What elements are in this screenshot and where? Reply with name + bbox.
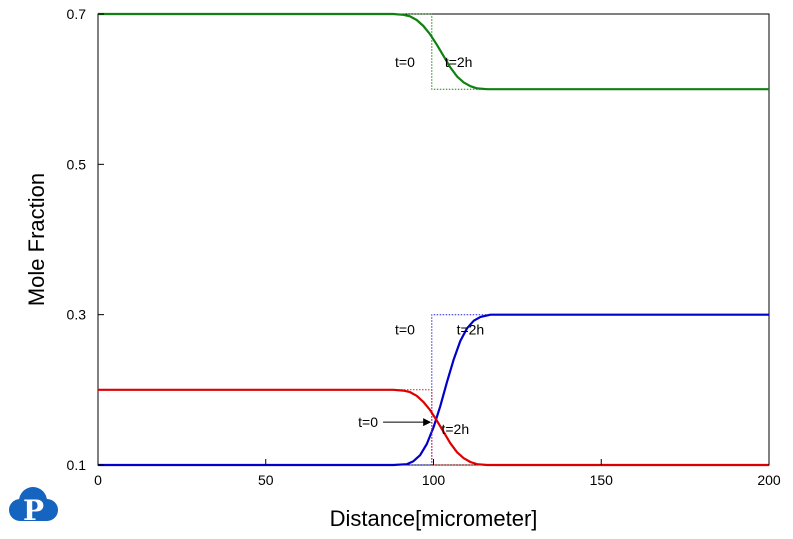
x-axis-title: Distance[micrometer] [330, 506, 538, 531]
x-tick-label: 150 [590, 472, 614, 488]
annotation-label: t=2h [445, 54, 473, 70]
y-axis-title: Mole Fraction [24, 173, 49, 306]
y-tick-label: 0.5 [67, 156, 87, 172]
tick-layer: 0 50 100 150 200 0.1 0.3 0.5 0.7 [67, 6, 781, 488]
annotation-label: t=0 [358, 414, 378, 430]
diffused-profile-line [98, 313, 769, 467]
x-tick-label: 100 [422, 472, 446, 488]
y-tick-label: 0.1 [67, 457, 87, 473]
x-tick-label: 0 [94, 472, 102, 488]
x-tick-label: 50 [258, 472, 274, 488]
logo-letter: P [23, 494, 44, 527]
x-tick-label: 200 [757, 472, 781, 488]
diffused-profile-line [98, 388, 769, 467]
logo: P [9, 487, 58, 527]
annotation-layer: t=0 t=2h t=0 t=2h t=0 t=2h [358, 54, 484, 437]
initial-profile-line [98, 13, 769, 90]
annotation-label: t=2h [441, 421, 469, 437]
plot-area-frame [97, 13, 770, 466]
annotation-label: t=0 [395, 54, 415, 70]
y-tick-label: 0.3 [67, 307, 87, 323]
y-tick-label: 0.7 [67, 6, 87, 22]
annotation-label: t=0 [395, 322, 415, 338]
annotation-label: t=2h [457, 322, 485, 338]
diffused-profile-line [98, 12, 769, 91]
series-layer [98, 12, 769, 467]
cloud-logo-icon [9, 487, 58, 521]
